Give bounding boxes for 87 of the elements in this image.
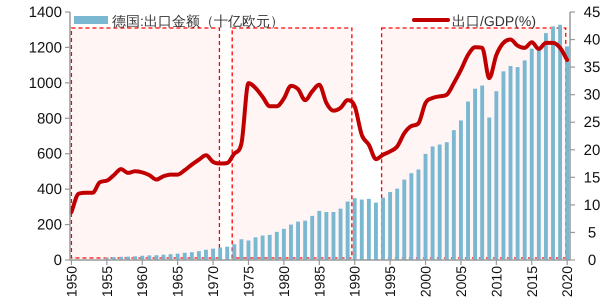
- bar: [551, 26, 555, 260]
- y2-tick-label: 20: [584, 142, 600, 159]
- y2-tick-label: 40: [584, 32, 600, 49]
- bar: [480, 86, 484, 260]
- bar: [204, 250, 208, 260]
- bar: [544, 33, 548, 260]
- y2-tick-label: 10: [584, 196, 600, 214]
- y-tick-label: 1400: [28, 4, 62, 21]
- x-tick-label: 2005: [452, 266, 469, 298]
- bar: [522, 60, 527, 260]
- legend-label: 出口/GDP(%): [452, 13, 536, 29]
- bar: [338, 208, 342, 260]
- y2-tick-label: 15: [584, 169, 600, 186]
- x-tick-label: 1950: [63, 266, 80, 298]
- bar: [374, 202, 378, 260]
- x-tick-label: 1970: [205, 266, 222, 298]
- y2-tick-label: 25: [584, 114, 600, 132]
- bar: [409, 173, 414, 260]
- y2-tick-label: 0: [588, 252, 596, 269]
- x-tick-label: 2010: [488, 266, 504, 298]
- x-tick-label: 1980: [276, 266, 292, 298]
- bar: [246, 240, 250, 260]
- bar: [381, 198, 385, 260]
- bar: [289, 224, 293, 260]
- bar: [282, 228, 286, 260]
- x-tick-label: 1985: [311, 266, 328, 298]
- y-tick-label: 0: [54, 252, 62, 269]
- bar: [494, 91, 498, 260]
- bar: [458, 120, 463, 260]
- bar: [438, 144, 442, 260]
- bar: [444, 142, 449, 260]
- bar: [508, 66, 512, 260]
- bar: [239, 239, 244, 260]
- bar: [501, 71, 506, 260]
- y-tick-label: 1000: [28, 74, 62, 92]
- bar: [196, 251, 201, 260]
- bar: [430, 146, 435, 260]
- bar: [516, 67, 520, 260]
- y2-tick-label: 30: [584, 86, 600, 104]
- bar: [154, 255, 158, 260]
- x-tick-label: 1955: [98, 266, 115, 298]
- bar: [190, 252, 194, 260]
- bar: [487, 118, 492, 260]
- bar: [366, 198, 371, 260]
- bar: [211, 248, 216, 260]
- x-tick-label: 1975: [240, 266, 256, 298]
- y-tick-label: 800: [36, 110, 62, 128]
- bar: [324, 212, 328, 260]
- y-tick-label: 200: [36, 216, 62, 234]
- bar: [558, 24, 562, 260]
- bar: [260, 236, 265, 260]
- x-tick-label: 1995: [382, 266, 398, 298]
- bar: [416, 169, 420, 260]
- bar: [126, 256, 130, 260]
- bar: [452, 130, 456, 260]
- y-tick-label: 600: [36, 146, 62, 163]
- x-tick-label: 2015: [524, 266, 540, 298]
- bar: [536, 46, 541, 260]
- bar: [530, 48, 534, 260]
- legend-label: 德国:出口金额（十亿欧元）: [112, 13, 284, 29]
- bar: [112, 257, 116, 260]
- bar: [218, 248, 222, 260]
- y2-tick-label: 45: [584, 4, 600, 21]
- x-tick-label: 1965: [170, 266, 186, 298]
- x-tick-label: 1960: [134, 266, 150, 298]
- bar: [565, 46, 570, 260]
- bar: [168, 254, 173, 260]
- bar: [346, 202, 350, 260]
- bar: [176, 254, 180, 260]
- bar: [162, 254, 166, 260]
- bar: [332, 212, 336, 260]
- bar: [296, 222, 300, 260]
- x-tick-label: 1990: [346, 266, 363, 298]
- y-tick-label: 1200: [28, 39, 62, 56]
- bar: [303, 220, 308, 260]
- bar: [424, 154, 428, 260]
- bar: [466, 101, 470, 260]
- bar: [473, 88, 478, 260]
- bar: [388, 192, 392, 260]
- bar: [395, 188, 400, 260]
- x-tick-label: 2020: [559, 266, 576, 298]
- bar: [254, 237, 258, 260]
- y-tick-label: 400: [36, 181, 62, 198]
- y2-tick-label: 35: [584, 59, 600, 76]
- y2-tick-label: 5: [588, 224, 596, 242]
- x-tick-label: 2000: [418, 266, 434, 298]
- bar: [232, 244, 236, 260]
